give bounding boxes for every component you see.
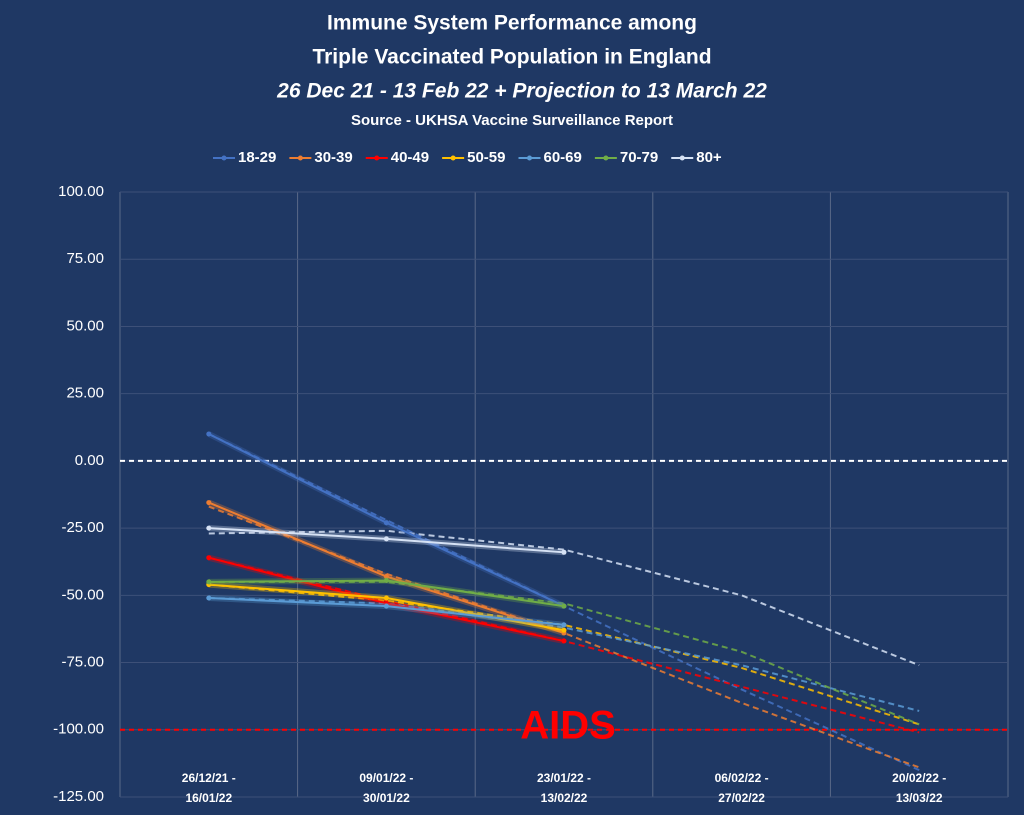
- point: [383, 595, 389, 601]
- legend-label: 60-69: [544, 149, 582, 166]
- point: [561, 549, 567, 555]
- chart-title: Triple Vaccinated Population in England: [312, 46, 711, 69]
- legend-label: 30-39: [314, 149, 352, 166]
- y-tick-label: -125.00: [53, 788, 104, 805]
- x-tick-label: 30/01/22: [363, 791, 410, 805]
- y-tick-label: -50.00: [61, 586, 104, 603]
- y-tick-label: 0.00: [75, 452, 104, 469]
- legend-label: 80+: [696, 149, 722, 166]
- y-tick-label: 75.00: [66, 250, 104, 267]
- point: [561, 622, 567, 628]
- legend-marker: [221, 155, 227, 161]
- projection-line: [208, 580, 920, 726]
- legend-label: 50-59: [467, 149, 505, 166]
- x-tick-label: 26/12/21 -: [182, 771, 236, 785]
- projection-line: [208, 505, 920, 769]
- legend-label: 40-49: [391, 149, 429, 166]
- y-tick-label: -75.00: [61, 654, 104, 671]
- x-tick-label: 13/03/22: [896, 791, 943, 805]
- x-tick-label: 16/01/22: [185, 791, 232, 805]
- point: [206, 595, 212, 601]
- point: [383, 603, 389, 609]
- y-tick-label: 50.00: [66, 317, 104, 334]
- point: [561, 603, 567, 609]
- chart-subtitle: 26 Dec 21 - 13 Feb 22 + Projection to 13…: [276, 80, 767, 103]
- point: [383, 536, 389, 542]
- legend-marker: [679, 155, 685, 161]
- y-tick-label: 100.00: [58, 183, 104, 200]
- legend-marker: [297, 155, 303, 161]
- legend-marker: [603, 155, 609, 161]
- legend-label: 70-79: [620, 149, 658, 166]
- x-tick-label: 20/02/22 -: [892, 771, 946, 785]
- reference-label: AIDS: [520, 703, 616, 747]
- point: [206, 579, 212, 585]
- y-tick-label: -100.00: [53, 721, 104, 738]
- point: [383, 574, 389, 580]
- point: [206, 525, 212, 531]
- point: [561, 638, 567, 644]
- y-tick-label: 25.00: [66, 385, 104, 402]
- legend-marker: [450, 155, 456, 161]
- x-tick-label: 09/01/22 -: [359, 771, 413, 785]
- point: [206, 500, 212, 506]
- x-tick-label: 06/02/22 -: [715, 771, 769, 785]
- point: [383, 520, 389, 526]
- y-tick-label: -25.00: [61, 519, 104, 536]
- projection-line: [208, 583, 920, 726]
- chart-title: Immune System Performance among: [327, 12, 697, 35]
- legend-label: 18-29: [238, 149, 276, 166]
- x-tick-label: 27/02/22: [718, 791, 765, 805]
- x-tick-label: 23/01/22 -: [537, 771, 591, 785]
- point: [561, 627, 567, 633]
- point: [383, 578, 389, 584]
- x-tick-label: 13/02/22: [541, 791, 588, 805]
- point: [206, 555, 212, 561]
- legend-marker: [527, 155, 532, 161]
- projection-line: [208, 529, 920, 667]
- chart-source: Source - UKHSA Vaccine Surveillance Repo…: [351, 112, 673, 129]
- legend-marker: [374, 155, 380, 161]
- point: [206, 431, 212, 437]
